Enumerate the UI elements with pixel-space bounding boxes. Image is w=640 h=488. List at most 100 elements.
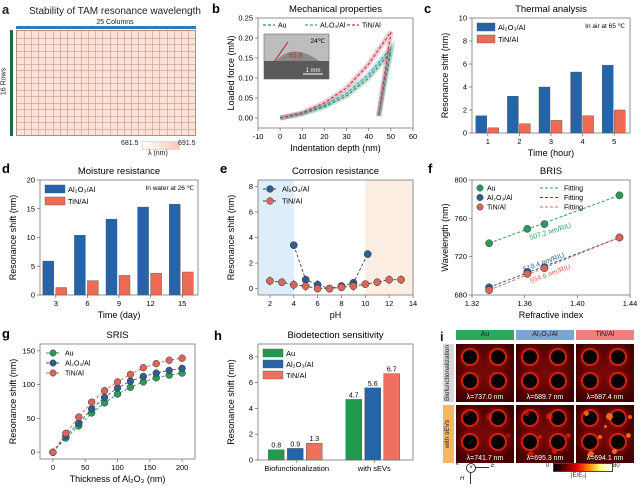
legend-label: TiN/Al: [362, 23, 381, 30]
data-point: [485, 286, 493, 295]
panel-label: i: [440, 329, 444, 344]
bar: [287, 448, 304, 461]
bar: [168, 203, 181, 296]
panel-label: d: [2, 161, 10, 176]
panel-a: a Stability of TAM resonance wavelength …: [0, 0, 215, 160]
wavevector-icon: ×: [466, 463, 476, 473]
wavelength-label: λ=687.4 nm: [586, 394, 624, 401]
field-ring: [551, 411, 565, 425]
x-tick-label: 1.36: [517, 299, 532, 308]
legend-fit-label: Fitting: [564, 195, 583, 202]
grid-row-line: [17, 89, 195, 91]
bar: [137, 206, 149, 296]
grid-row-line: [17, 102, 195, 104]
panel-label: g: [2, 326, 10, 341]
ev-hotspot: [588, 451, 594, 457]
data-point: [385, 275, 394, 284]
legend-label: Al₂O₃/Al: [65, 361, 91, 368]
data-point: [75, 413, 83, 421]
field-ring: [611, 411, 625, 425]
x-tick-label: 10: [361, 299, 369, 308]
y-tick-label: 0: [249, 456, 253, 465]
data-point: [88, 405, 96, 413]
field-ring: [491, 350, 505, 364]
legend-swatch: [262, 359, 284, 369]
data-point: [152, 359, 160, 368]
e-arrow: [475, 467, 489, 468]
grid-row-line: [17, 96, 195, 97]
legend-swatch: [44, 196, 66, 206]
ev-hotspot: [612, 449, 617, 454]
data-point: [126, 377, 135, 385]
ev-hotspot: [506, 433, 511, 438]
x-tick-label: 2: [268, 299, 272, 308]
x-tick-label: 40: [365, 132, 373, 141]
bar: [105, 218, 118, 296]
y-tick-label: 6: [463, 60, 467, 69]
inset-droplet: [276, 51, 319, 61]
y-tick-label: 6: [249, 378, 253, 387]
x-tick-label: 100: [111, 463, 124, 472]
y-tick-label: 0: [31, 448, 35, 457]
row-header: [443, 344, 454, 402]
h-label: H: [460, 476, 465, 482]
field-map: λ=689.7 nm: [516, 344, 574, 402]
ev-hotspot: [486, 413, 493, 420]
field-ring: [551, 374, 565, 388]
colorbar: [142, 141, 180, 150]
x-tick-label: 10: [298, 132, 306, 141]
y-tick-label: 0: [463, 129, 467, 138]
ev-hotspot: [566, 433, 571, 438]
bar: [582, 115, 594, 134]
x-tick-label: 4: [292, 299, 296, 308]
ev-hotspot: [598, 435, 602, 439]
chart-sris: g SRIS 0 50 100 150 0 50 100 150 200 Thickness of A…: [2, 326, 196, 484]
data-point: [337, 283, 346, 292]
row-header-label: Biofunctionalization: [444, 345, 451, 402]
field-map: λ=737.0 nm: [456, 344, 514, 402]
y-tick-label: 680: [454, 291, 467, 300]
data-point: [62, 429, 70, 437]
data-point: [165, 356, 173, 364]
y-tick-label: 800: [454, 176, 467, 185]
rows-label: 16 Rows: [0, 67, 8, 96]
bar: [345, 399, 362, 461]
x-tick-label: 200: [176, 463, 189, 472]
data-point: [126, 370, 135, 379]
x-tick-label: -10: [253, 132, 264, 141]
y-tick-label: 8: [249, 182, 253, 191]
bar: [74, 234, 86, 296]
legend-swatch: [262, 370, 284, 380]
shaded-region: [258, 180, 294, 295]
data-point: [540, 220, 549, 228]
y-tick-label: 10: [27, 233, 35, 242]
columns-bar: [16, 26, 196, 29]
chart-title: SRIS: [106, 330, 128, 341]
column-header: Al₂O₃/Al: [516, 330, 574, 340]
legend-marker: [266, 185, 274, 193]
y-tick-label: 0.20: [238, 34, 253, 43]
wavelength-label: λ=741.7 nm: [466, 455, 504, 462]
field-ring: [611, 435, 625, 449]
x-tick-label: 50: [81, 463, 89, 472]
legend-label: TiN/Al: [282, 197, 302, 206]
grid-row-line: [17, 83, 195, 84]
y-tick-label: 100: [22, 380, 35, 389]
panel-label: e: [220, 161, 227, 176]
y-tick-label: 4: [249, 233, 253, 242]
x-tick-label: 15: [178, 299, 186, 308]
field-ring: [523, 350, 537, 364]
panel-i: i Au Al₂O₃/Al TiN/Al Biofunctionalization λ=…: [420, 320, 640, 488]
x-axis-label: pH: [330, 310, 342, 320]
data-point: [325, 284, 334, 293]
field-map: λ=687.4 nm: [576, 344, 634, 402]
y-tick-label: 0: [249, 284, 253, 293]
chart-title: Mechanical properties: [289, 4, 382, 15]
y-tick-label: 50: [27, 414, 35, 423]
field-ring: [611, 374, 625, 388]
legend-marker: [266, 197, 274, 205]
y-tick-label: 0.15: [238, 54, 253, 63]
wavelength-label: λ=737.0 nm: [466, 394, 504, 401]
field-ring: [611, 350, 625, 364]
y-tick-label: 0.00: [238, 114, 253, 123]
